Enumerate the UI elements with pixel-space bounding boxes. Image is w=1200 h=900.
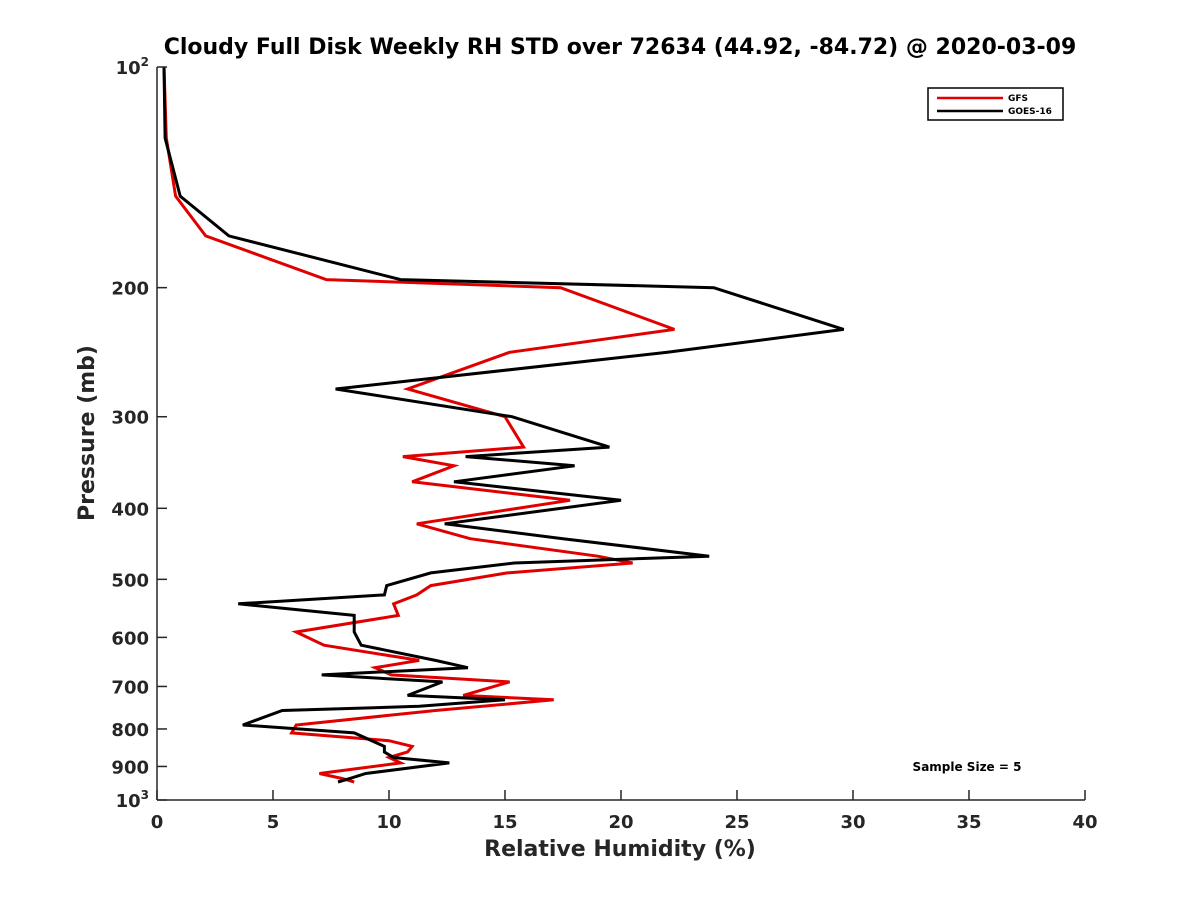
series-layer xyxy=(162,66,845,784)
x-tick-label: 25 xyxy=(724,812,749,833)
legend: GFS GOES-16 xyxy=(927,87,1064,121)
legend-label-goes16: GOES-16 xyxy=(1008,107,1052,117)
x-tick-label: 30 xyxy=(840,812,865,833)
y-tick-label: 900 xyxy=(111,757,149,778)
legend-box xyxy=(927,87,1064,121)
x-tick-label: 5 xyxy=(267,812,280,833)
y-tick-label: 700 xyxy=(111,677,149,698)
x-tick-label: 0 xyxy=(151,812,164,833)
series-line-goes-16 xyxy=(162,66,845,784)
sample-size-annotation: Sample Size = 5 xyxy=(913,760,1022,774)
x-tick-label: 10 xyxy=(376,812,401,833)
x-tick-label: 35 xyxy=(956,812,981,833)
y-tick-label: 103 xyxy=(116,788,149,812)
x-tick-label: 20 xyxy=(608,812,633,833)
x-tick-label: 40 xyxy=(1072,812,1097,833)
y-tick-label: 400 xyxy=(111,499,149,520)
y-tick-label: 200 xyxy=(111,279,149,300)
series-line-gfs xyxy=(162,66,675,784)
x-axis-label: Relative Humidity (%) xyxy=(484,837,756,862)
y-tick-label: 800 xyxy=(111,720,149,741)
axes-layer: 0 5 10 15 20 25 30 35 40 102 200 300 400 500 600 700 800… xyxy=(111,55,1097,833)
y-tick-label: 500 xyxy=(111,570,149,591)
y-tick-label: 300 xyxy=(111,408,149,429)
x-tick-label: 15 xyxy=(492,812,517,833)
legend-label-gfs: GFS xyxy=(1008,94,1028,104)
y-tick-label: 102 xyxy=(116,55,149,79)
y-axis-label: Pressure (mb) xyxy=(75,345,100,521)
y-tick-label: 600 xyxy=(111,628,149,649)
chart-title: Cloudy Full Disk Weekly RH STD over 7263… xyxy=(164,35,1077,60)
